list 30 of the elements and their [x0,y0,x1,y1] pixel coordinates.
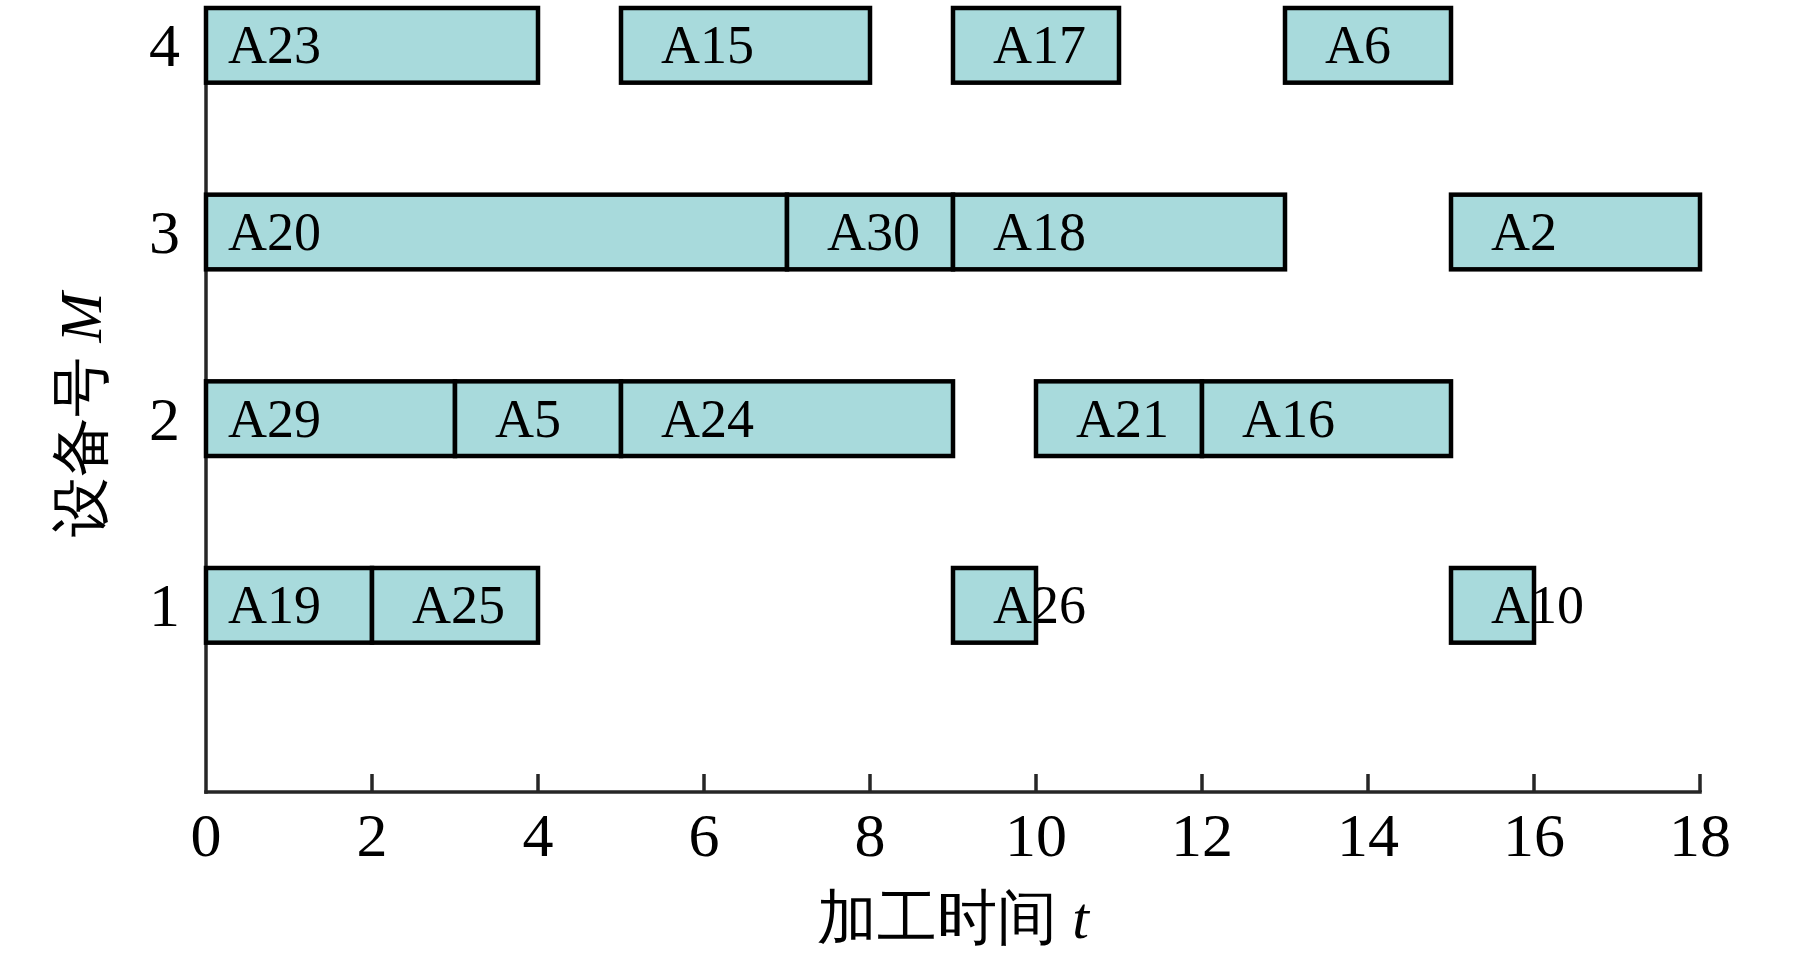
data-label: A24 [661,388,754,449]
data-label: A25 [412,575,505,636]
tick-label: 12 [1171,801,1233,869]
tick-label: 18 [1669,801,1731,869]
axis-title: 加工时间 t [817,885,1089,951]
tick-label: 10 [1005,801,1067,869]
tick-label: 14 [1337,801,1399,869]
data-label: A16 [1242,388,1335,449]
tick-label: 16 [1503,801,1565,869]
tick-label: 4 [522,801,554,869]
data-label: A19 [228,575,321,636]
tick-label: 1 [149,571,180,640]
data-label: A15 [661,15,754,76]
tick-label: 4 [149,11,180,80]
tick-label: 6 [688,801,720,869]
data-label: A6 [1325,15,1391,76]
tick-label: 0 [190,801,222,869]
tick-label: 2 [356,801,388,869]
data-label: A20 [228,202,321,262]
tick-label: 3 [149,198,180,266]
tick-label: 8 [854,801,886,869]
data-label: A21 [1076,388,1169,449]
data-label: A18 [993,202,1086,262]
tick-label: 2 [149,384,180,453]
data-label: A5 [495,388,561,449]
data-label: A23 [228,15,321,76]
data-label: A17 [993,15,1086,76]
data-label: A2 [1491,202,1557,262]
data-label: A30 [827,202,920,262]
data-label: A29 [228,388,321,449]
